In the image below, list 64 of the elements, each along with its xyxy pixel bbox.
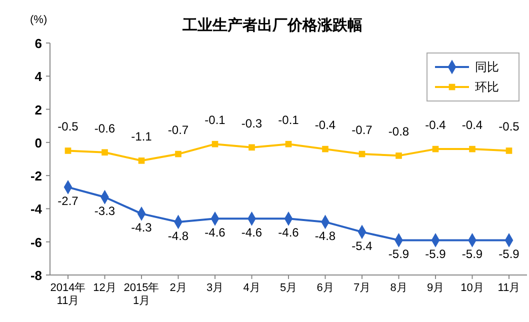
data-label: -0.4 <box>425 118 446 132</box>
x-tick-label: 12月 <box>93 282 116 294</box>
data-label: -1.1 <box>131 130 152 144</box>
data-label: -3.3 <box>94 204 116 218</box>
y-tick-label: 4 <box>34 69 43 84</box>
y-tick-label: 6 <box>34 36 42 51</box>
data-label: -0.1 <box>204 113 226 128</box>
y-tick-label: -8 <box>30 268 42 283</box>
data-label: -5.9 <box>425 247 446 262</box>
point <box>506 148 512 154</box>
data-label: -0.7 <box>168 123 189 138</box>
x-tick-label: 9月 <box>426 282 444 294</box>
point <box>432 146 439 152</box>
point <box>138 157 145 164</box>
data-label: -4.6 <box>278 226 300 240</box>
point <box>102 149 108 156</box>
x-tick-label: 6月 <box>316 282 334 294</box>
legend-label: 同比 <box>475 60 499 74</box>
data-label: -4.8 <box>168 228 189 243</box>
point <box>322 146 328 152</box>
x-tick-label: 10月 <box>460 282 484 294</box>
x-tick-label: 11月 <box>498 282 520 294</box>
data-label: -0.7 <box>352 123 373 138</box>
data-label: -0.5 <box>498 120 520 134</box>
y-tick-label: 2 <box>34 102 42 118</box>
point <box>175 150 182 158</box>
y-tick-label: 0 <box>34 135 42 150</box>
point <box>212 140 218 148</box>
y-tick-label: -2 <box>30 168 42 184</box>
data-label: -0.5 <box>58 120 79 134</box>
x-tick-label: 7月 <box>353 282 371 294</box>
data-label: -4.3 <box>131 220 152 235</box>
x-tick-label: 5月 <box>280 282 298 294</box>
point <box>396 152 402 159</box>
data-label: -5.9 <box>462 247 483 262</box>
point <box>358 150 366 158</box>
data-label: -5.9 <box>388 247 410 262</box>
data-label: -0.8 <box>388 124 410 139</box>
point <box>469 146 476 152</box>
point <box>285 140 292 148</box>
data-label: -0.4 <box>462 118 483 132</box>
data-label: -0.6 <box>94 121 116 136</box>
data-label: -4.8 <box>314 228 336 243</box>
point <box>248 144 255 151</box>
data-label: -2.7 <box>58 194 79 208</box>
legend-label: 环比 <box>475 80 499 94</box>
data-label: -4.6 <box>241 226 262 240</box>
data-label: -0.3 <box>241 116 262 130</box>
x-tick-label: 4月 <box>243 282 260 294</box>
data-label: -5.9 <box>498 247 520 262</box>
data-label: -0.4 <box>314 118 336 132</box>
point <box>64 148 72 154</box>
data-label: -0.1 <box>278 113 300 128</box>
chart-title: 工业生产者出厂价格涨跌幅 <box>182 17 362 34</box>
data-label: -4.6 <box>204 226 226 240</box>
data-label: -5.4 <box>352 238 373 253</box>
x-tick-label: 2014年 11月 <box>50 282 86 307</box>
x-tick-label: 2015年 1月 <box>124 282 160 307</box>
x-tick-label: 8月 <box>390 282 408 294</box>
y-axis-title: (%) <box>30 14 48 26</box>
x-tick-label: 2月 <box>170 282 187 294</box>
y-tick-label: -6 <box>30 234 42 250</box>
y-tick-label: -4 <box>30 202 43 217</box>
x-tick-label: 3月 <box>206 282 224 294</box>
